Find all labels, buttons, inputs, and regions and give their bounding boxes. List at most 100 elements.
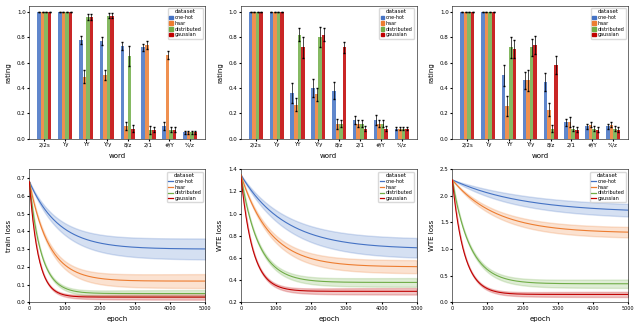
Bar [298,35,301,139]
Bar [58,12,61,139]
Bar [107,16,111,139]
Bar [166,55,170,139]
Bar [506,106,509,139]
Bar [301,48,305,139]
Bar [148,130,152,139]
Bar [484,12,488,139]
Bar [533,45,537,139]
Bar [381,124,385,139]
Bar [83,77,86,139]
Bar [318,37,322,139]
Bar [464,12,467,139]
Bar [141,48,145,139]
Bar [269,12,273,139]
Bar [564,122,568,139]
Bar [332,91,335,139]
Bar [90,17,93,139]
Legend: one-hot, haar, distributed, gaussian: one-hot, haar, distributed, gaussian [379,8,414,39]
Y-axis label: train loss: train loss [6,220,12,252]
X-axis label: word: word [109,153,126,159]
Bar [37,12,41,139]
Bar [291,93,294,139]
Bar [48,12,51,139]
Bar [543,82,547,139]
Bar [617,130,620,139]
Bar [145,45,148,139]
Bar [585,126,589,139]
Bar [124,126,128,139]
Bar [256,12,259,139]
Bar [394,129,398,139]
Bar [513,49,516,139]
Bar [280,12,284,139]
Bar [100,41,103,139]
Bar [592,129,596,139]
X-axis label: word: word [320,153,337,159]
Bar [190,133,194,139]
Bar [460,12,464,139]
Bar [550,129,554,139]
Bar [339,124,342,139]
Bar [568,122,572,139]
Bar [335,124,339,139]
Bar [79,40,83,139]
Bar [530,48,533,139]
Bar [405,129,409,139]
Bar [488,12,492,139]
Bar [86,17,90,139]
Legend: one-hot, haar, distributed, gaussian: one-hot, haar, distributed, gaussian [378,172,414,202]
X-axis label: epoch: epoch [530,317,551,322]
Bar [111,16,114,139]
Bar [360,124,364,139]
X-axis label: epoch: epoch [318,317,339,322]
Bar [353,120,356,139]
Bar [249,12,252,139]
Bar [65,12,68,139]
Bar [398,129,402,139]
Bar [374,120,377,139]
Bar [613,129,617,139]
Bar [276,12,280,139]
Bar [364,129,367,139]
Bar [252,12,256,139]
Bar [128,56,131,139]
Bar [173,130,177,139]
Bar [183,133,187,139]
X-axis label: epoch: epoch [107,317,128,322]
Bar [61,12,65,139]
Legend: one-hot, haar, distributed, gaussian: one-hot, haar, distributed, gaussian [166,172,203,202]
Y-axis label: rating: rating [6,62,12,83]
Bar [609,125,613,139]
Bar [547,110,550,139]
Bar [194,133,197,139]
Bar [44,12,48,139]
Bar [294,105,298,139]
Bar [467,12,471,139]
Bar [68,12,72,139]
Bar [596,130,600,139]
Y-axis label: WTE loss: WTE loss [217,220,223,252]
Bar [273,12,276,139]
Bar [259,12,263,139]
Bar [589,125,592,139]
Bar [526,80,530,139]
Bar [41,12,44,139]
Y-axis label: WTE loss: WTE loss [429,220,435,252]
Bar [103,75,107,139]
Bar [471,12,474,139]
Bar [163,126,166,139]
Legend: one-hot, haar, distributed, gaussian: one-hot, haar, distributed, gaussian [168,8,203,39]
Bar [402,129,405,139]
Bar [572,129,575,139]
Legend: one-hot, haar, distributed, gaussian: one-hot, haar, distributed, gaussian [591,8,626,39]
Y-axis label: rating: rating [217,62,223,83]
Bar [575,130,579,139]
Bar [481,12,484,139]
Bar [322,35,325,139]
Bar [502,75,506,139]
Bar [509,48,513,139]
X-axis label: word: word [532,153,549,159]
Bar [170,130,173,139]
Bar [606,126,609,139]
Bar [385,129,388,139]
